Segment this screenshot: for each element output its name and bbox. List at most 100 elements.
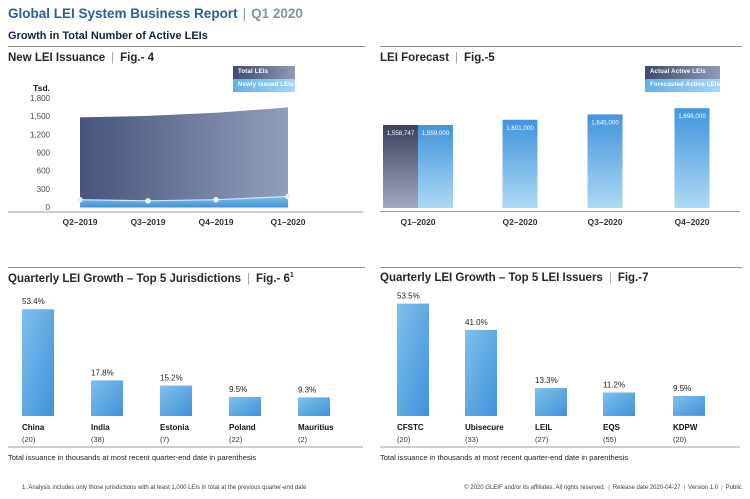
growth-bar xyxy=(673,396,705,416)
report-header: Global LEI System Business Report | Q1 202… xyxy=(8,5,303,42)
fig6-fig-label: Fig.- 6 xyxy=(256,272,290,285)
growth-bar xyxy=(160,385,192,416)
footer-release-date: Release date 2020-04-27 xyxy=(612,485,681,491)
fig5-title-text: LEI Forecast xyxy=(380,52,450,64)
svg-text:Total issuance in thousands at: Total issuance in thousands at most rece… xyxy=(380,453,628,462)
svg-text:(27): (27) xyxy=(535,435,549,444)
fig4-fig-label: Fig.- 4 xyxy=(120,52,155,64)
svg-text:Q2–2020: Q2–2020 xyxy=(503,217,538,227)
growth-bar xyxy=(535,388,567,416)
growth-bar xyxy=(465,329,497,416)
svg-text:1,645,000: 1,645,000 xyxy=(591,119,619,126)
svg-text:9.5%: 9.5% xyxy=(673,384,691,393)
forecast-bar xyxy=(418,125,453,208)
svg-text:India: India xyxy=(91,423,110,432)
fig7-title-separator: | xyxy=(608,272,612,284)
fig6-title-separator: | xyxy=(247,272,251,285)
svg-text:1,559,000: 1,559,000 xyxy=(422,130,450,137)
fig5-legend-actual: Actual Active LEIs xyxy=(645,66,720,79)
fig6-title: Quarterly LEI Growth – Top 5 Jurisdictio… xyxy=(8,272,294,285)
newly-issued-marker xyxy=(285,193,291,200)
actual-bar xyxy=(383,125,418,208)
svg-text:EQS: EQS xyxy=(603,423,621,432)
divider-top-left xyxy=(8,46,365,47)
page-footer: © 2020 GLEIF and/or its affiliates. All … xyxy=(464,485,742,491)
svg-text:(22): (22) xyxy=(229,435,243,444)
svg-text:Q1–2020: Q1–2020 xyxy=(401,217,436,227)
svg-text:17.8%: 17.8% xyxy=(91,368,114,377)
fig5-title: LEI Forecast | Fig.-5 xyxy=(380,52,495,64)
svg-text:China: China xyxy=(22,423,45,432)
svg-text:Q1–2020: Q1–2020 xyxy=(271,217,306,227)
fig7-title-text: Quarterly LEI Growth – Top 5 LEI Issuers xyxy=(380,272,603,284)
total-leis-area xyxy=(80,107,288,207)
growth-bar xyxy=(22,309,54,416)
svg-text:1,558,747: 1,558,747 xyxy=(387,130,415,137)
fig4-title-text: New LEI Issuance xyxy=(8,52,106,64)
growth-bar xyxy=(298,397,330,416)
svg-text:1,696,000: 1,696,000 xyxy=(678,113,706,120)
svg-text:KDPW: KDPW xyxy=(673,423,698,432)
svg-text:(38): (38) xyxy=(91,435,105,444)
newly-issued-marker xyxy=(213,197,219,203)
divider-mid-left xyxy=(8,267,365,268)
fig4-legend: Total LEIs Newly Issued LEIs xyxy=(233,66,295,92)
svg-text:Q2–2019: Q2–2019 xyxy=(63,217,98,227)
fig7-title: Quarterly LEI Growth – Top 5 LEI Issuers… xyxy=(380,272,648,284)
svg-text:900: 900 xyxy=(37,149,51,158)
fig6-footnote-ref: 1 xyxy=(289,272,294,279)
svg-text:1,500: 1,500 xyxy=(30,112,51,121)
svg-text:11.2%: 11.2% xyxy=(603,381,625,390)
fig6-bar-chart: 53.4% China (20) 17.8% India (38) 15.2% Estonia… xyxy=(8,290,365,472)
fig4-title-separator: | xyxy=(111,52,115,64)
svg-text:600: 600 xyxy=(37,167,51,176)
growth-bar xyxy=(397,303,429,416)
growth-bar xyxy=(91,380,123,416)
report-title: Global LEI System Business Report xyxy=(8,6,238,21)
svg-text:1,601,000: 1,601,000 xyxy=(506,125,534,132)
svg-text:53.4%: 53.4% xyxy=(22,297,45,306)
svg-text:(33): (33) xyxy=(465,435,479,444)
footer-version: Version 1.0 xyxy=(688,485,719,491)
svg-text:Estonia: Estonia xyxy=(160,423,189,432)
footer-sep-1: | xyxy=(608,485,610,491)
svg-text:Total issuance in thousands at: Total issuance in thousands at most rece… xyxy=(8,453,256,462)
fig5-bar-chart: 1,558,747 1,559,000 Q1–2020 1,601,000 Q2–202… xyxy=(380,85,742,237)
svg-text:15.2%: 15.2% xyxy=(160,374,183,383)
divider-top-right xyxy=(380,46,742,47)
svg-text:(7): (7) xyxy=(160,435,170,444)
forecast-bar xyxy=(587,114,623,208)
fig5-legend: Actual Active LEIs Forecasted Active LEI… xyxy=(645,66,720,92)
report-subtitle: Growth in Total Number of Active LEIs xyxy=(8,30,208,42)
svg-text:Q3–2019: Q3–2019 xyxy=(131,217,166,227)
fig4-legend-total-leis: Total LEIs xyxy=(233,66,295,79)
footer-visibility: Public xyxy=(725,485,742,491)
forecast-bar xyxy=(502,119,538,208)
footer-sep-3: | xyxy=(721,485,723,491)
svg-text:(20): (20) xyxy=(22,435,36,444)
fig5-fig-label: Fig.-5 xyxy=(464,52,495,64)
svg-text:Q3–2020: Q3–2020 xyxy=(588,217,623,227)
newly-issued-marker xyxy=(77,197,83,203)
svg-text:Q4–2020: Q4–2020 xyxy=(675,217,710,227)
fig4-title: New LEI Issuance | Fig.- 4 xyxy=(8,52,154,64)
svg-text:Q4–2019: Q4–2019 xyxy=(199,217,234,227)
svg-text:LEIL: LEIL xyxy=(535,423,552,432)
svg-text:0: 0 xyxy=(46,203,51,212)
svg-text:CFSTC: CFSTC xyxy=(397,423,424,432)
svg-text:Mauritius: Mauritius xyxy=(298,423,334,432)
fig4-legend-newly-issued: Newly Issued LEIs xyxy=(233,79,295,92)
svg-text:9.5%: 9.5% xyxy=(229,385,247,394)
svg-text:13.3%: 13.3% xyxy=(535,376,558,385)
report-title-line: Global LEI System Business Report | Q1 202… xyxy=(8,5,303,23)
svg-text:Ubisecure: Ubisecure xyxy=(465,423,504,432)
svg-text:Poland: Poland xyxy=(229,423,256,432)
fig4-area-chart: Tsd. 1,800 1,500 1,200 900 600 300 0 Q2–2019 Q3–2… xyxy=(8,83,365,237)
svg-text:(2): (2) xyxy=(298,435,308,444)
fig7-bar-chart: 53.5% CFSTC (20) 41.0% Ubisecure (33) 13.3% LEI… xyxy=(380,290,742,472)
footer-sep-2: | xyxy=(683,485,686,491)
title-separator: | xyxy=(242,6,247,21)
svg-text:1,200: 1,200 xyxy=(30,130,51,139)
fig5-legend-forecast: Forecasted Active LEIs xyxy=(645,79,720,92)
